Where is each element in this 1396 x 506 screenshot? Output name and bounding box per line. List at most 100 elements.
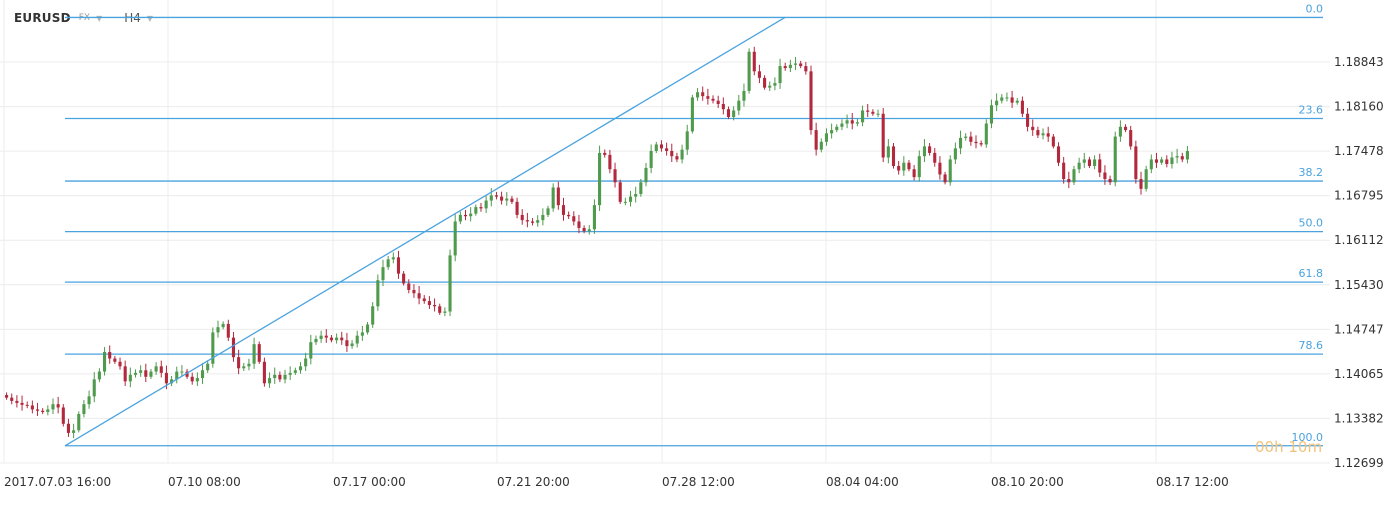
candle-body xyxy=(350,343,354,347)
candle-body xyxy=(1036,130,1040,136)
time-tick-label: 07.17 00:00 xyxy=(333,475,406,489)
candle-body xyxy=(881,113,885,158)
candle-body xyxy=(577,221,581,228)
candle-body xyxy=(659,144,664,149)
price-tick-label: 1.14065 xyxy=(1334,367,1384,381)
candle-body xyxy=(711,98,715,101)
candle-body xyxy=(1041,133,1045,136)
candle-body xyxy=(732,110,736,118)
candle-body xyxy=(278,374,282,380)
candle-body xyxy=(964,136,968,138)
candle-body xyxy=(386,259,390,268)
candle-body xyxy=(221,323,225,328)
candle-body xyxy=(113,358,117,362)
candle-body xyxy=(1134,146,1138,180)
candle-body xyxy=(154,366,158,372)
candle-body xyxy=(438,306,442,313)
candle-body xyxy=(933,152,937,163)
candle-body xyxy=(561,205,566,215)
candle-body xyxy=(396,257,401,274)
candle-body xyxy=(1051,136,1055,147)
grid xyxy=(0,0,1330,464)
candlestick-series xyxy=(5,46,1189,439)
candle-body xyxy=(958,137,963,149)
candle-body xyxy=(907,162,911,170)
candle-body xyxy=(876,113,880,115)
fib-level-label: 78.6 xyxy=(1299,339,1324,352)
candle-body xyxy=(835,126,839,131)
candle-body xyxy=(799,63,803,67)
candle-body xyxy=(231,337,236,358)
candle-body xyxy=(1103,172,1107,180)
candle-body xyxy=(247,363,251,367)
candle-body xyxy=(855,122,859,124)
candle-body xyxy=(288,372,292,375)
candle-body xyxy=(149,371,153,377)
candle-body xyxy=(1108,179,1112,183)
candle-body xyxy=(706,96,710,99)
candle-body xyxy=(634,194,638,197)
candle-body xyxy=(293,370,297,373)
fib-level-label: 23.6 xyxy=(1299,104,1324,117)
price-tick-label: 1.12699 xyxy=(1334,456,1384,470)
price-tick-label: 1.13382 xyxy=(1334,411,1384,425)
candle-body xyxy=(995,100,999,106)
candle-body xyxy=(742,90,746,101)
candle-body xyxy=(123,366,127,382)
candle-body xyxy=(530,221,535,223)
candle-body xyxy=(185,371,189,377)
candle-body xyxy=(469,213,473,217)
candle-body xyxy=(618,182,622,202)
candle-body xyxy=(819,141,823,150)
candle-body xyxy=(97,371,101,380)
candle-body xyxy=(72,430,76,433)
candle-body xyxy=(840,123,844,127)
candle-body xyxy=(891,146,896,166)
candle-body xyxy=(757,71,761,78)
candle-body xyxy=(25,404,29,406)
candle-body xyxy=(1056,146,1061,163)
candle-body xyxy=(814,130,818,150)
candle-body xyxy=(448,255,452,312)
candle-body xyxy=(515,201,519,215)
candle-body xyxy=(592,205,596,230)
time-tick-label: 07.10 08:00 xyxy=(168,475,241,489)
candle-body xyxy=(989,105,994,124)
candle-body xyxy=(340,337,344,341)
candle-body xyxy=(195,378,199,382)
candle-body xyxy=(1113,136,1117,183)
candle-body xyxy=(206,363,210,371)
price-tick-label: 1.17478 xyxy=(1334,144,1384,158)
candle-body xyxy=(35,409,40,411)
candle-body xyxy=(608,154,612,170)
candle-body xyxy=(680,149,684,160)
candle-body xyxy=(479,207,483,209)
candle-body xyxy=(984,123,988,145)
candle-body xyxy=(613,169,617,183)
candle-body xyxy=(541,214,545,221)
candle-body xyxy=(665,148,669,151)
candle-body xyxy=(242,366,246,369)
candle-body xyxy=(623,201,627,203)
candle-body xyxy=(1098,159,1102,173)
candle-body xyxy=(628,196,633,202)
fibonacci-retracement[interactable]: 0.0 23.6 38.2 50.0 61.8 78.6 100.0 xyxy=(65,2,1324,447)
candle-body xyxy=(216,327,220,333)
candle-body xyxy=(298,366,303,371)
fib-level-label: 50.0 xyxy=(1299,217,1324,230)
candle-body xyxy=(1010,97,1014,103)
trend-line[interactable] xyxy=(64,16,786,447)
candle-body xyxy=(407,283,411,290)
fib-level-label: 100.0 xyxy=(1292,431,1324,444)
candle-body xyxy=(1149,159,1153,170)
candle-body xyxy=(752,51,756,72)
candle-body xyxy=(737,100,741,111)
symbol-label[interactable]: EURUSD xyxy=(14,11,71,25)
candle-body xyxy=(309,342,313,359)
candle-body xyxy=(355,335,359,344)
fib-level-label: 61.8 xyxy=(1299,267,1324,280)
candle-body xyxy=(458,214,462,222)
candle-body xyxy=(1015,100,1019,103)
candle-body xyxy=(603,152,607,155)
